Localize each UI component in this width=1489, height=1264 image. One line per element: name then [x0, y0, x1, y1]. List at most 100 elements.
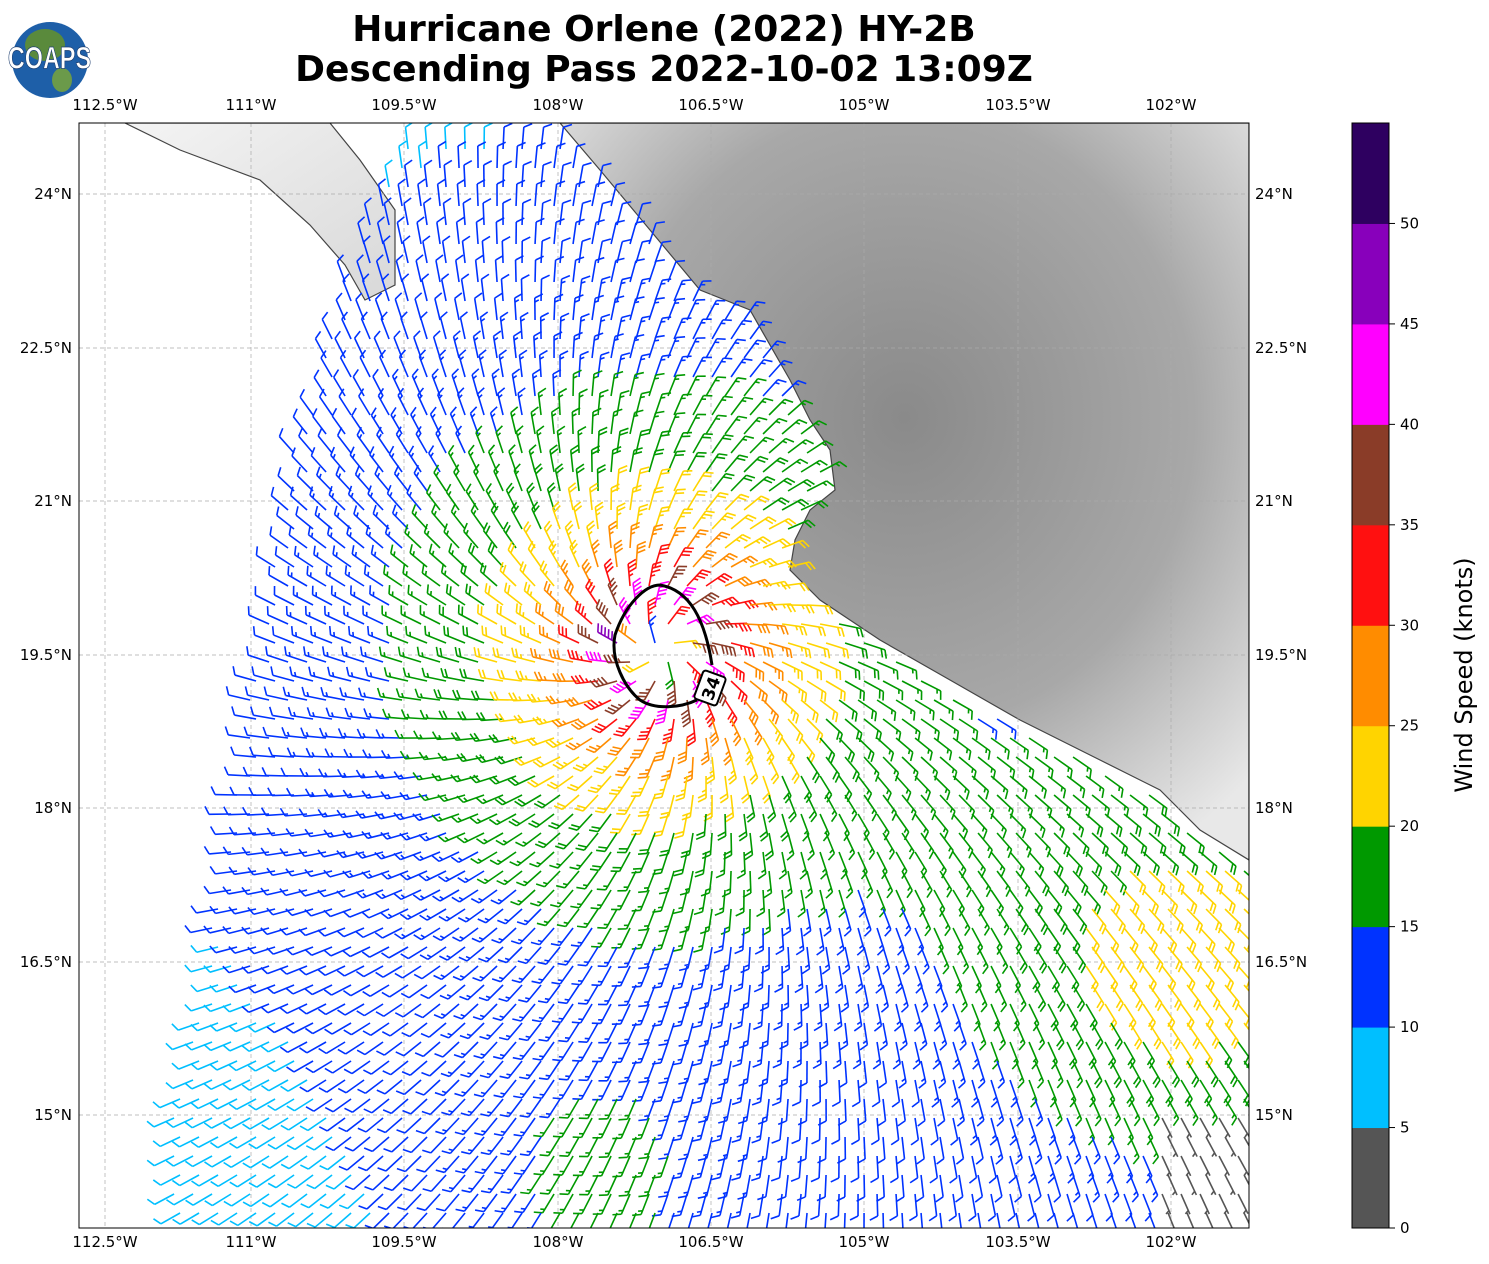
- wind-barb: [1199, 851, 1218, 876]
- wind-barb: [996, 1022, 1007, 1051]
- wind-barb: [842, 946, 851, 975]
- wind-barb: [632, 577, 643, 606]
- wind-barb: [673, 317, 692, 340]
- wind-barb: [407, 584, 428, 606]
- wind-barb: [715, 851, 726, 879]
- wind-barb: [557, 946, 580, 966]
- wind-barb: [1015, 908, 1030, 936]
- wind-barb: [607, 577, 618, 606]
- wind-barb: [1072, 1136, 1082, 1165]
- wind-barb: [384, 524, 403, 549]
- wind-barb: [356, 254, 365, 283]
- wind-barb: [762, 497, 790, 511]
- wind-barb: [326, 525, 346, 549]
- wind-barb: [915, 1174, 925, 1203]
- wind-barb: [190, 944, 219, 954]
- wind-barb: [357, 216, 366, 245]
- wind-barb: [1034, 794, 1053, 819]
- wind-barb: [762, 775, 772, 804]
- wind-barb: [730, 642, 756, 658]
- wind-barb: [674, 813, 688, 839]
- wind-barb: [190, 984, 219, 993]
- wind-barb: [1009, 737, 1030, 760]
- wind-barb: [241, 886, 270, 896]
- wind-barb: [494, 794, 523, 806]
- wind-barb: [745, 1212, 751, 1228]
- wind-barb: [265, 646, 289, 663]
- wind-barb: [613, 539, 624, 568]
- wind-barb: [705, 531, 731, 549]
- wind-barb: [396, 1117, 422, 1134]
- wind-barb: [1110, 1212, 1119, 1228]
- wind-barb: [1053, 1060, 1064, 1089]
- wind-barb: [341, 311, 352, 340]
- wind-barb: [749, 516, 777, 530]
- wind-barb: [770, 1155, 783, 1182]
- wind-barb: [1014, 1174, 1023, 1203]
- wind-barb: [306, 1212, 333, 1228]
- wind-barb: [578, 199, 592, 226]
- wind-barb: [1186, 1212, 1197, 1228]
- wind-barb: [1224, 1060, 1239, 1088]
- wind-barb: [1015, 1098, 1024, 1127]
- wind-barb: [572, 1155, 593, 1177]
- wind-barb: [658, 1098, 675, 1122]
- wind-barb: [1224, 946, 1241, 972]
- wind-barb: [802, 908, 812, 937]
- wind-barb: [711, 552, 738, 568]
- wind-barb: [317, 427, 333, 454]
- wind-barb: [686, 451, 707, 473]
- wind-barb: [596, 832, 618, 853]
- wind-barb: [896, 1136, 906, 1165]
- wind-barb: [781, 737, 796, 765]
- wind-barb: [441, 235, 451, 264]
- wind-barb: [591, 370, 603, 397]
- wind-barb: [301, 686, 327, 701]
- wind-barb: [1015, 794, 1034, 819]
- wind-barb: [700, 737, 710, 766]
- wind-barb: [971, 737, 991, 760]
- wind-barb: [473, 463, 485, 492]
- wind-barb: [364, 1174, 390, 1191]
- lat-tick-left: 16.5°N: [20, 953, 72, 971]
- wind-barb: [784, 1212, 789, 1228]
- wind-barb: [711, 596, 740, 607]
- wind-barb: [856, 927, 865, 956]
- wind-barb: [454, 254, 464, 283]
- wind-barb: [434, 1041, 460, 1058]
- wind-barb: [977, 1022, 987, 1051]
- wind-barb: [825, 718, 844, 743]
- wind-barb: [500, 1174, 523, 1194]
- wind-barb: [492, 1003, 517, 1022]
- wind-barb: [1148, 1212, 1158, 1228]
- wind-barb: [549, 851, 574, 869]
- wind-barb: [863, 718, 882, 742]
- wind-barb: [518, 984, 542, 1003]
- wind-barb: [730, 435, 755, 454]
- wind-barb: [597, 984, 618, 1006]
- wind-barb: [621, 661, 650, 673]
- wind-barb: [420, 1022, 447, 1038]
- wind-barb: [692, 471, 714, 492]
- colorbar-label: Wind Speed (knots): [1450, 557, 1478, 792]
- wind-barb: [610, 333, 624, 359]
- lon-tick-top: 102°W: [1146, 96, 1197, 114]
- wind-barb: [558, 1098, 580, 1119]
- wind-barb: [456, 178, 466, 207]
- wind-barb: [241, 1003, 270, 1014]
- wind-barb: [686, 718, 696, 747]
- wind-barb: [229, 1136, 257, 1149]
- wind-barb: [910, 1117, 920, 1146]
- wind-barb: [229, 1212, 257, 1227]
- wind-barb: [638, 1060, 656, 1084]
- wind-barb: [516, 870, 542, 887]
- wind-barb: [713, 965, 726, 992]
- wind-barb: [433, 1003, 460, 1019]
- wind-barb: [377, 1155, 403, 1172]
- wind-barb: [781, 379, 807, 397]
- wind-barb: [519, 1060, 542, 1080]
- wind-barb: [496, 141, 507, 169]
- wind-barb: [733, 965, 745, 992]
- wind-barb: [996, 984, 1008, 1013]
- wind-barb: [383, 1174, 409, 1192]
